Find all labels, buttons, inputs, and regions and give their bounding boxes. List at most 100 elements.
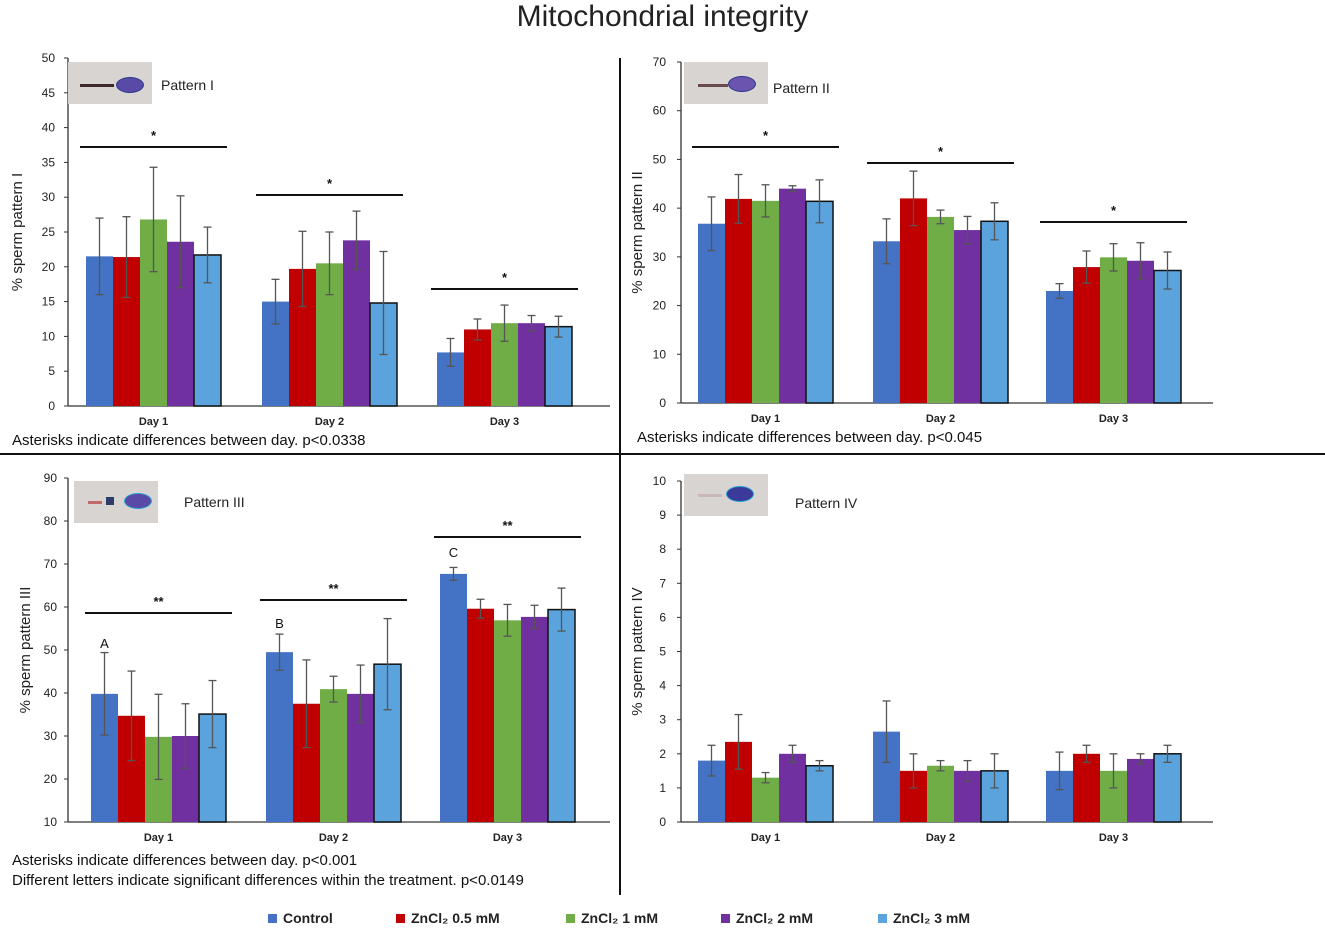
group-letter: B: [275, 616, 284, 631]
y-tick-label: 80: [44, 514, 58, 528]
x-tick-label: Day 1: [751, 413, 780, 425]
sperm-image-pattern-4: [684, 474, 768, 516]
y-tick-label: 3: [659, 713, 666, 727]
significance-asterisk: *: [938, 144, 944, 159]
y-tick-label: 2: [659, 747, 666, 761]
y-tick-label: 10: [653, 347, 667, 361]
y-tick-label: 35: [42, 155, 56, 169]
sperm-image-pattern-2: [684, 62, 768, 104]
chart-pattern-4: 0 1 2 3 4 5 6 7 8 9 10 % sperm pattern IV Day 1 Day 2…: [629, 474, 1213, 844]
y-tick-label: 60: [653, 104, 667, 118]
x-tick-label: Day 3: [490, 416, 519, 428]
legend-swatch-zncl2-2: [721, 913, 730, 923]
bar: [1127, 260, 1154, 403]
legend-item-zncl2-2: ZnCl₂ 2 mM: [721, 910, 813, 926]
y-axis-label: % sperm pattern II: [629, 171, 646, 294]
bar: [1046, 290, 1073, 403]
sperm-image-pattern-1: [68, 62, 152, 104]
bar: [1100, 257, 1127, 403]
y-tick-label: 0: [659, 396, 666, 410]
legend-item-zncl2-1: ZnCl₂ 1 mM: [566, 910, 658, 926]
bar: [900, 198, 927, 403]
y-axis-label: % sperm pattern IV: [629, 587, 646, 715]
significance-asterisk: *: [1111, 203, 1117, 218]
legend-swatch-zncl2-3: [878, 913, 887, 923]
legend-swatch-zncl2-0-5: [396, 913, 405, 923]
bar: [494, 620, 521, 822]
sperm-image-pattern-3: [74, 481, 158, 523]
bar: [1073, 753, 1100, 822]
legend: Control ZnCl₂ 0.5 mM ZnCl₂ 1 mM ZnCl₂ 2 …: [0, 904, 1325, 928]
y-tick-label: 40: [42, 121, 56, 135]
y-tick-label: 0: [48, 399, 55, 413]
note-pattern-3-asterisks: Asterisks indicate differences between d…: [12, 852, 358, 869]
bar: [752, 777, 779, 822]
y-tick-label: 30: [44, 729, 58, 743]
bar: [805, 200, 834, 404]
group-letter: C: [449, 545, 458, 560]
y-tick-label: 1: [659, 781, 666, 795]
bar: [698, 223, 725, 403]
bar: [440, 573, 467, 822]
significance-asterisk: **: [502, 518, 513, 533]
bar: [927, 765, 954, 822]
significance-asterisk: **: [328, 581, 339, 596]
note-pattern-3-letters: Different letters indicate significant d…: [12, 872, 524, 889]
bar: [464, 329, 491, 406]
y-tick-label: 70: [653, 55, 667, 69]
y-tick-label: 7: [659, 576, 666, 590]
x-tick-label: Day 2: [926, 832, 955, 844]
legend-swatch-zncl2-1: [566, 913, 575, 923]
y-tick-label: 45: [42, 86, 56, 100]
bar: [320, 689, 347, 822]
bar: [752, 200, 779, 403]
bar: [954, 230, 981, 403]
pattern-2-label: Pattern II: [773, 80, 830, 96]
bar: [779, 188, 806, 403]
y-tick-label: 70: [44, 557, 58, 571]
y-tick-label: 40: [44, 686, 58, 700]
y-tick-label: 10: [44, 815, 58, 829]
group-letter: A: [100, 636, 109, 651]
pattern-1-label: Pattern I: [161, 77, 214, 93]
y-tick-label: 25: [42, 225, 56, 239]
y-tick-label: 40: [653, 201, 667, 215]
y-tick-label: 20: [653, 299, 667, 313]
bar: [1127, 758, 1154, 822]
bar: [725, 198, 752, 403]
legend-item-zncl2-3: ZnCl₂ 3 mM: [878, 910, 970, 926]
bar: [1153, 753, 1182, 823]
legend-item-control: Control: [268, 910, 333, 926]
y-tick-label: 50: [44, 643, 58, 657]
divider-vertical: [619, 58, 621, 895]
y-tick-label: 50: [653, 152, 667, 166]
note-pattern-2: Asterisks indicate differences between d…: [637, 429, 983, 446]
y-tick-label: 5: [48, 364, 55, 378]
x-tick-label: Day 1: [751, 832, 780, 844]
y-tick-label: 0: [659, 815, 666, 829]
bar: [467, 608, 494, 822]
significance-asterisk: **: [153, 594, 164, 609]
figure-title: Mitochondrial integrity: [516, 0, 809, 33]
bar: [779, 753, 806, 822]
chart-pattern-3: 10 20 30 40 50 60 70 80 90 % sperm pattern III Day…: [17, 471, 610, 844]
y-tick-label: 10: [42, 329, 56, 343]
legend-label: ZnCl₂ 3 mM: [893, 910, 970, 926]
pattern-3-label: Pattern III: [184, 494, 245, 510]
chart-pattern-1: 0 5 10 15 20 25 30 35 40 45 50 % sperm pattern I Day…: [9, 51, 610, 428]
bar: [1153, 269, 1182, 404]
legend-item-zncl2-0-5: ZnCl₂ 0.5 mM: [396, 910, 500, 926]
x-tick-label: Day 1: [144, 832, 173, 844]
y-tick-label: 4: [659, 679, 666, 693]
legend-label: ZnCl₂ 1 mM: [581, 910, 658, 926]
y-tick-label: 30: [653, 250, 667, 264]
y-tick-label: 8: [659, 542, 666, 556]
y-tick-label: 10: [653, 474, 667, 488]
y-tick-label: 90: [44, 471, 58, 485]
bar: [980, 220, 1009, 404]
y-axis-label: % sperm pattern I: [9, 173, 26, 291]
y-tick-label: 9: [659, 508, 666, 522]
x-tick-label: Day 2: [315, 416, 344, 428]
x-tick-label: Day 2: [926, 413, 955, 425]
